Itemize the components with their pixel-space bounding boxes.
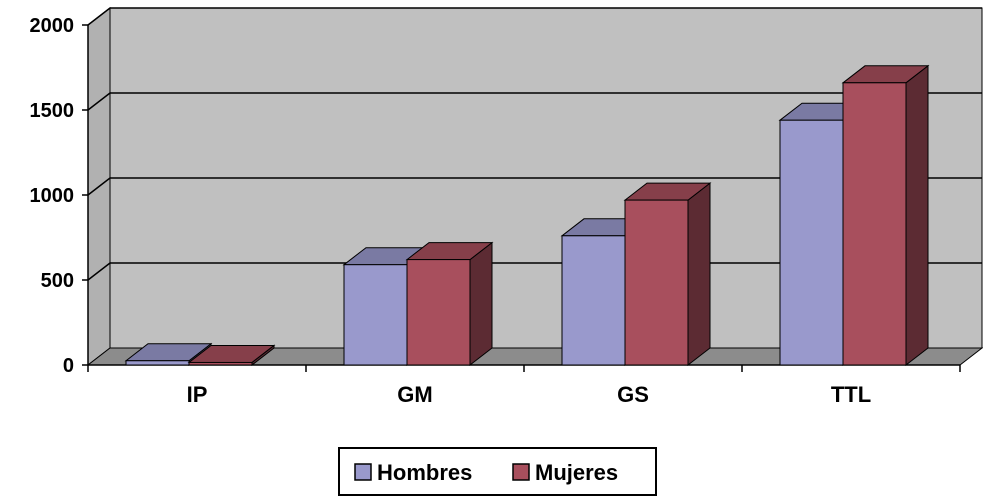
bar-side [469, 241, 493, 367]
legend-entry: Mujeres [512, 460, 618, 485]
x-axis: IP GM GS TTL [87, 364, 961, 407]
bar-front [125, 360, 190, 366]
y-tick-label: 0 [63, 355, 74, 377]
x-tick-label: GM [397, 382, 432, 407]
bar-front [343, 264, 408, 366]
legend-swatch [354, 463, 372, 481]
bars [124, 64, 930, 367]
gridline [87, 92, 982, 111]
y-tick-label: 1000 [30, 185, 75, 207]
legend-entry: Hombres [354, 460, 472, 485]
bar [623, 182, 712, 367]
bar [841, 64, 930, 367]
legend-label: Hombres [377, 460, 472, 485]
legend: Hombres Mujeres [338, 447, 657, 496]
x-tick-label: GS [617, 382, 649, 407]
bar-front [406, 259, 471, 366]
bar [187, 344, 276, 367]
legend-swatch [512, 463, 530, 481]
legend-box [338, 447, 657, 496]
bar [405, 241, 494, 367]
bar-front [842, 82, 907, 366]
gridline [87, 177, 982, 196]
y-tick-label: 500 [41, 270, 74, 292]
x-tick-label: IP [187, 382, 208, 407]
legend-label: Mujeres [535, 460, 618, 485]
y-axis: 0 500 1000 1500 2000 [30, 15, 89, 377]
gridline [87, 7, 982, 26]
y-tick-label: 2000 [30, 15, 75, 37]
bar-front [779, 119, 844, 366]
bar-front [188, 361, 253, 366]
bar-side [905, 64, 929, 367]
bar-front [561, 235, 626, 366]
x-tick-label: TTL [831, 382, 871, 407]
y-tick-label: 1500 [30, 100, 75, 122]
bar-side [687, 182, 711, 367]
bar-front [624, 199, 689, 366]
